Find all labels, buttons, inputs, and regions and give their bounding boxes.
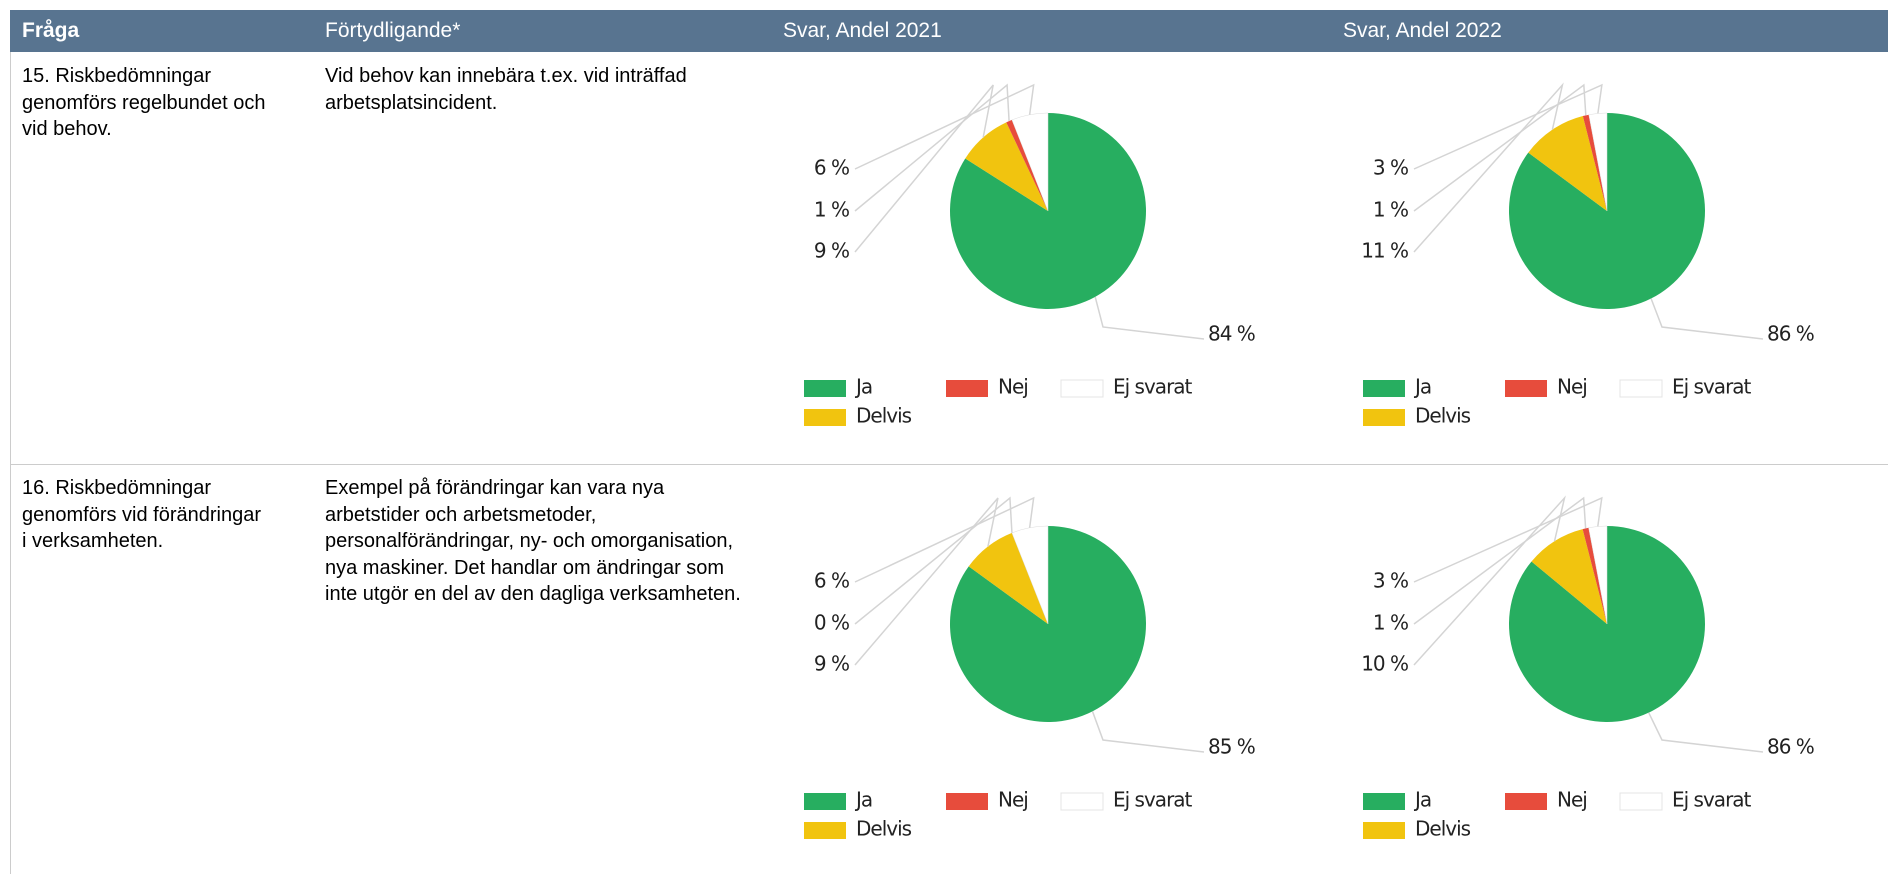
leader-line [854, 83, 1010, 212]
question: 15. Riskbedömningar genomförs regelbunde… [22, 65, 266, 140]
legend-label: Ej svarat [1672, 788, 1752, 812]
legend-swatch [1363, 793, 1405, 810]
pie-slice [1588, 525, 1608, 625]
legend-label: Ej svarat [1113, 375, 1193, 399]
legend-swatch [946, 793, 988, 810]
leader-line [1413, 83, 1603, 170]
legend-swatch [946, 380, 988, 397]
leader-line [854, 496, 1035, 583]
data-label: 10 % [1361, 652, 1408, 676]
pie-slice [1588, 112, 1608, 212]
legend-label: Nej [998, 375, 1028, 399]
pie-slice [965, 122, 1048, 211]
pie-slice [1006, 119, 1048, 211]
header-cell: Fråga [22, 19, 80, 42]
data-label: 9 % [814, 652, 849, 676]
legend-swatch [1505, 380, 1547, 397]
question: 16. Riskbedömningar genomförs vid föränd… [22, 477, 262, 552]
leader-line [1648, 712, 1764, 753]
leader-line [854, 496, 1013, 625]
pie-slice [1582, 114, 1607, 211]
data-label: 3 % [1373, 156, 1408, 180]
data-label: 11 % [1361, 239, 1408, 263]
data-label: 6 % [814, 569, 849, 593]
leader-line [1413, 83, 1587, 212]
leader-line [854, 497, 999, 666]
leader-line [1413, 82, 1564, 253]
legend-swatch [804, 822, 846, 839]
legend-swatch [1363, 380, 1405, 397]
clarification: Exempel på förändringar kan vara nya arb… [325, 477, 741, 605]
leader-line [1413, 496, 1603, 583]
clarification: Vid behov kan innebära t.ex. vid inträff… [325, 65, 687, 114]
pie-slice [1582, 527, 1607, 624]
legend-label: Ja [854, 788, 872, 812]
legend-swatch [1363, 409, 1405, 426]
leader-line [1413, 495, 1566, 666]
pie-slice [1531, 529, 1607, 624]
data-label: 86 % [1767, 735, 1814, 759]
pie-slice [968, 532, 1048, 624]
legend-swatch [1619, 379, 1663, 398]
legend-label: Ja [854, 375, 872, 399]
data-label: 6 % [814, 156, 849, 180]
legend-swatch [804, 409, 846, 426]
legend-swatch [1363, 822, 1405, 839]
leader-line [1650, 298, 1764, 340]
header-cell: Förtydligande* [325, 19, 461, 42]
data-label: 0 % [814, 611, 849, 635]
legend-label: Ja [1413, 375, 1431, 399]
data-label: 84 % [1208, 322, 1255, 346]
legend-swatch [804, 380, 846, 397]
data-label: 85 % [1208, 735, 1255, 759]
legend-label: Nej [1557, 788, 1587, 812]
legend-swatch [1060, 379, 1104, 398]
legend-swatch [1060, 792, 1104, 811]
leader-line [854, 83, 1035, 170]
legend-label: Ej svarat [1113, 788, 1193, 812]
data-label: 9 % [814, 239, 849, 263]
leader-line [1413, 496, 1587, 625]
border [10, 52, 11, 874]
legend-label: Ja [1413, 788, 1431, 812]
data-label: 1 % [1373, 611, 1408, 635]
leader-line [854, 84, 994, 253]
row-separator [10, 464, 1888, 465]
header-cell: Svar, Andel 2021 [783, 19, 942, 42]
data-label: 1 % [814, 198, 849, 222]
legend-label: Nej [998, 788, 1028, 812]
legend-swatch [804, 793, 846, 810]
pie-slice [1528, 116, 1607, 211]
legend-swatch [1619, 792, 1663, 811]
data-label: 3 % [1373, 569, 1408, 593]
leader-line [1094, 296, 1205, 340]
data-label: 1 % [1373, 198, 1408, 222]
legend-label: Delvis [856, 404, 912, 428]
header-cell: Svar, Andel 2022 [1343, 19, 1502, 42]
leader-line [1091, 711, 1205, 753]
legend-label: Nej [1557, 375, 1587, 399]
legend-label: Ej svarat [1672, 375, 1752, 399]
data-label: 86 % [1767, 322, 1814, 346]
legend-label: Delvis [1415, 404, 1471, 428]
legend-label: Delvis [1415, 817, 1471, 841]
header-bar [10, 10, 1888, 52]
legend-label: Delvis [856, 817, 912, 841]
pie-slice [1011, 112, 1049, 212]
legend-swatch [1505, 793, 1547, 810]
